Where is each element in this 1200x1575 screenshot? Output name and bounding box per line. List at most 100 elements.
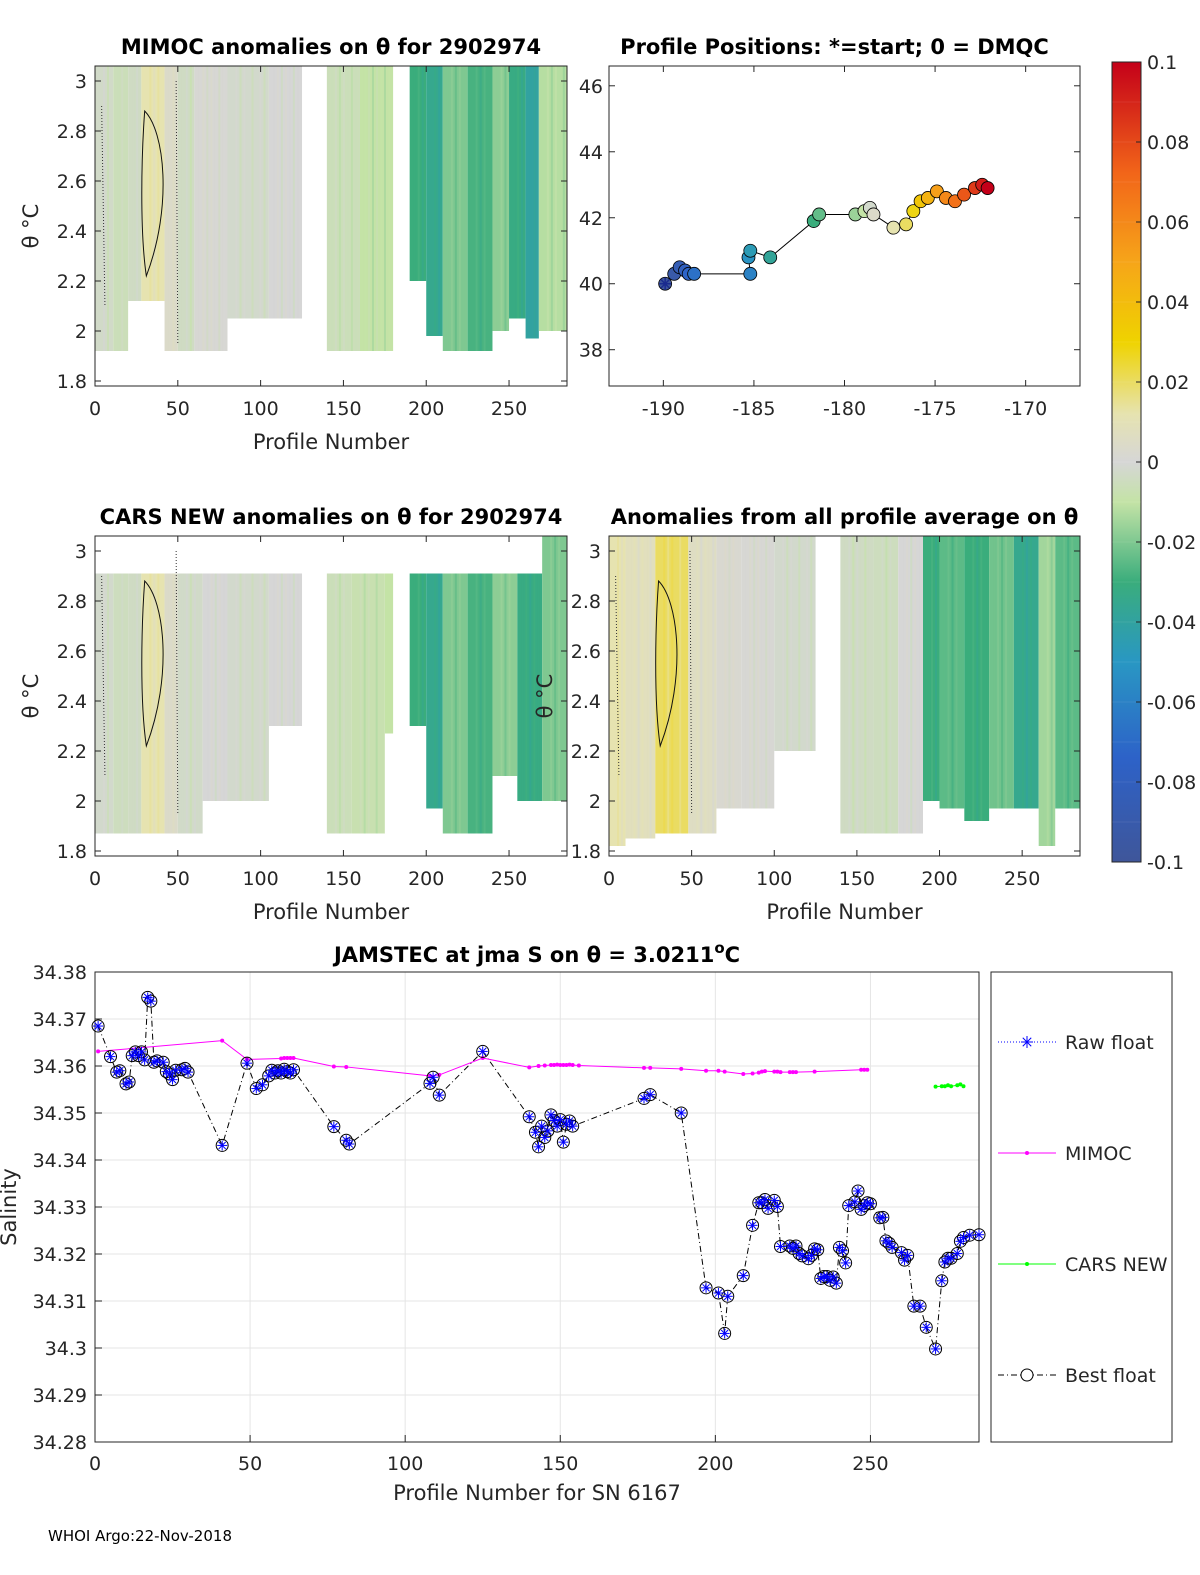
- raw-float-point: [428, 1072, 439, 1083]
- heatmap-stripe: [1042, 536, 1045, 846]
- heatmap-stripe: [810, 536, 813, 751]
- heatmap-stripe: [202, 66, 205, 351]
- heatmap-stripe: [1005, 536, 1008, 809]
- heatmap-stripe: [546, 536, 549, 801]
- y-tick-label: 34.36: [33, 1056, 87, 1078]
- heatmap-stripe: [107, 66, 109, 351]
- mimoc-point: [567, 1062, 572, 1067]
- y-tick-label: 38: [579, 340, 603, 362]
- legend-label: Best float: [1065, 1365, 1156, 1387]
- raw-float-star-stroke: [168, 1075, 177, 1084]
- heatmap-stripe: [1001, 536, 1004, 809]
- y-tick-label: 1.8: [571, 841, 601, 863]
- raw-float-point: [114, 1065, 125, 1076]
- heatmap-stripe: [708, 536, 711, 834]
- x-tick-label: 250: [491, 398, 527, 420]
- heatmap-stripe: [877, 536, 880, 834]
- raw-float-point: [93, 1021, 104, 1032]
- raw-float-point: [884, 1238, 895, 1249]
- raw-float-star-stroke: [975, 1230, 983, 1239]
- raw-float-point: [555, 1114, 566, 1125]
- heatmap-stripe: [765, 536, 768, 809]
- raw-float-star-stroke: [640, 1094, 648, 1103]
- heatmap-stripe: [704, 536, 707, 834]
- raw-float-point: [775, 1241, 786, 1252]
- mimoc-point: [787, 1070, 792, 1075]
- raw-float-point: [524, 1111, 535, 1122]
- heatmap-stripe: [645, 536, 648, 839]
- heatmap-stripe: [487, 66, 490, 351]
- raw-float-star-stroke: [807, 1251, 816, 1260]
- heatmap-stripe: [434, 66, 437, 336]
- heatmap-stripe: [955, 536, 958, 809]
- heatmap-stripe: [206, 573, 209, 801]
- y-tick-label: 2.8: [57, 591, 87, 613]
- y-tick-label: 34.34: [33, 1150, 87, 1172]
- y-tick-label: 2: [75, 791, 87, 813]
- heatmap-stripe: [769, 536, 772, 809]
- heatmap-stripe: [121, 66, 124, 351]
- raw-float-star-stroke: [568, 1122, 577, 1131]
- track-point: [763, 250, 778, 265]
- anomaly-colorbar: 0.1 0.08 0.06 0.04 0.02 0 -0.02 -0.04 -0.06 -0.08…: [1111, 52, 1196, 874]
- heatmap-stripe: [749, 536, 752, 809]
- heatmap-stripe: [239, 66, 242, 319]
- y-tick-label: 34.28: [33, 1432, 87, 1454]
- heatmap-stripe: [153, 66, 156, 301]
- heatmap-stripe: [438, 66, 441, 336]
- contour-dotted: [615, 575, 620, 777]
- heatmap-stripe: [153, 573, 156, 834]
- legend-swatch-marker: [1025, 1262, 1029, 1266]
- heatmap-stripe: [276, 573, 279, 726]
- y-tick-label: 34.29: [33, 1385, 87, 1407]
- heatmap-cell: [113, 66, 129, 351]
- raw-float-star-stroke: [795, 1249, 803, 1258]
- heatmap-stripe: [513, 66, 516, 319]
- heatmap-stripe: [782, 536, 785, 751]
- heatmap-stripe: [243, 573, 246, 801]
- y-tick-label: 2.4: [57, 221, 87, 243]
- heatmap-stripe: [272, 573, 275, 726]
- track-point: [812, 207, 827, 222]
- x-tick-label: -175: [914, 398, 957, 420]
- raw-float-star-stroke: [770, 1196, 779, 1205]
- heatmap-stripe: [728, 536, 731, 809]
- raw-float-star-stroke: [280, 1065, 289, 1074]
- heatmap-stripe: [910, 536, 913, 834]
- raw-float-point: [719, 1328, 730, 1339]
- raw-float-point: [328, 1121, 339, 1132]
- title-superscript: o: [714, 939, 724, 957]
- heatmap-stripe: [334, 66, 337, 351]
- raw-float-star-stroke: [547, 1110, 555, 1119]
- raw-float-point: [257, 1079, 268, 1090]
- heatmap-stripe: [761, 536, 764, 809]
- heatmap-stripe: [885, 536, 888, 834]
- y-tick-label: 2.4: [57, 691, 87, 713]
- legend-label: Raw float: [1065, 1032, 1154, 1054]
- heatmap-stripe: [371, 573, 374, 834]
- heatmap-stripe: [132, 573, 135, 834]
- raw-float-point: [952, 1248, 963, 1259]
- best-float-point: [327, 1120, 341, 1134]
- x-axis-label: Profile Number for SN 6167: [393, 1481, 681, 1505]
- heatmap-stripe: [117, 66, 120, 351]
- raw-float-point: [533, 1141, 544, 1152]
- raw-float-star-stroke: [94, 1022, 102, 1030]
- raw-float-point: [158, 1057, 169, 1068]
- heatmap-stripe: [542, 66, 545, 331]
- heatmap-stripe: [521, 66, 524, 319]
- track-point: [743, 266, 758, 281]
- heatmap-cell: [525, 66, 539, 339]
- x-tick-label: 150: [839, 868, 875, 890]
- heatmap-stripe: [185, 573, 188, 834]
- heatmap-stripe: [997, 536, 1000, 809]
- raw-float-point: [530, 1127, 541, 1138]
- heatmap-cell: [164, 573, 178, 834]
- raw-float-star-stroke: [885, 1239, 893, 1248]
- raw-float-star-stroke: [553, 1122, 562, 1131]
- x-tick-label: 100: [756, 868, 792, 890]
- raw-float-point: [713, 1288, 724, 1299]
- raw-float-point: [899, 1255, 910, 1266]
- heatmap-stripe: [371, 66, 374, 351]
- y-tick-label: 2.2: [571, 741, 601, 763]
